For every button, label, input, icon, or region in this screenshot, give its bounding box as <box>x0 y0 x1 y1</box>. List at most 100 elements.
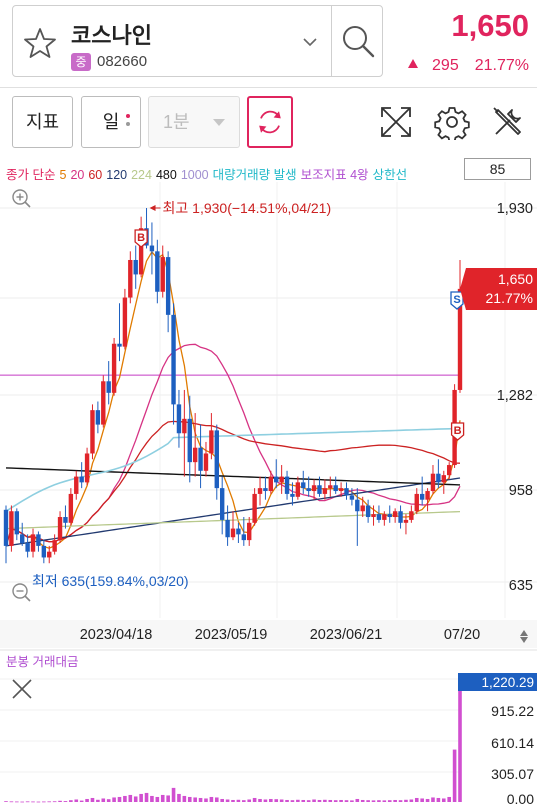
volume-bar[interactable] <box>15 801 19 803</box>
volume-bar[interactable] <box>398 800 403 802</box>
candle-body[interactable] <box>441 475 446 483</box>
volume-bar[interactable] <box>198 797 203 802</box>
indicator-button[interactable]: 지표 <box>12 96 73 148</box>
volume-bar[interactable] <box>128 794 133 802</box>
volume-bar[interactable] <box>285 799 289 802</box>
volume-bar[interactable] <box>290 800 295 802</box>
volume-bar[interactable] <box>101 798 106 802</box>
candle-body[interactable] <box>117 343 122 347</box>
candle-body[interactable] <box>306 488 311 492</box>
volume-bar[interactable] <box>225 799 230 802</box>
candle-body[interactable] <box>171 314 176 405</box>
volume-bar[interactable] <box>182 795 187 802</box>
volume-bar[interactable] <box>69 800 73 802</box>
tools-icon[interactable] <box>490 104 526 140</box>
volume-bar[interactable] <box>112 797 116 802</box>
volume-bar[interactable] <box>420 798 424 802</box>
volume-bar[interactable] <box>231 799 235 802</box>
volume-bar[interactable] <box>25 801 30 803</box>
volume-bar[interactable] <box>436 797 441 802</box>
volume-bar[interactable] <box>85 798 89 802</box>
scroll-up-icon[interactable] <box>520 630 528 636</box>
candle-body[interactable] <box>328 485 333 489</box>
candle-body[interactable] <box>3 509 9 546</box>
volume-bar[interactable] <box>452 749 457 802</box>
volume-bar[interactable] <box>177 793 181 802</box>
scroll-down-icon[interactable] <box>520 637 528 643</box>
candle-body[interactable] <box>203 453 209 471</box>
candle-body[interactable] <box>241 534 247 541</box>
candle-body[interactable] <box>409 511 414 520</box>
volume-bar[interactable] <box>425 798 430 802</box>
candle-body[interactable] <box>106 381 111 393</box>
candle-body[interactable] <box>365 505 371 518</box>
volume-bar[interactable] <box>301 799 306 802</box>
candle-body[interactable] <box>79 476 84 483</box>
candle-body[interactable] <box>20 534 25 544</box>
candle-body[interactable] <box>14 511 20 535</box>
volume-bar[interactable] <box>382 800 387 802</box>
candle-body[interactable] <box>187 418 192 463</box>
candle-body[interactable] <box>290 493 295 497</box>
volume-bar[interactable] <box>279 799 284 802</box>
buy-marker-shape[interactable] <box>134 229 148 248</box>
volume-bar[interactable] <box>393 799 397 802</box>
candle-body[interactable] <box>457 288 463 390</box>
volume-bar[interactable] <box>236 799 241 802</box>
candle-body[interactable] <box>398 511 403 523</box>
volume-bar[interactable] <box>204 798 208 802</box>
candle-body[interactable] <box>355 499 360 512</box>
zoom-out-icon[interactable] <box>12 583 28 599</box>
volume-bar[interactable] <box>274 799 279 802</box>
stock-selector[interactable]: 코스나인 중 082660 <box>12 5 383 77</box>
volume-bar[interactable] <box>209 796 214 802</box>
candle-body[interactable] <box>279 476 284 483</box>
gear-icon[interactable] <box>434 104 470 140</box>
candle-body[interactable] <box>344 488 349 496</box>
period-button[interactable]: 일 <box>81 96 141 148</box>
candle-body[interactable] <box>36 534 41 546</box>
candle-body[interactable] <box>101 381 106 425</box>
candle-body[interactable] <box>47 551 52 558</box>
candle-body[interactable] <box>419 493 425 500</box>
candle-body[interactable] <box>25 543 30 552</box>
candle-body[interactable] <box>403 519 409 523</box>
volume-bar[interactable] <box>312 799 316 802</box>
candle-body[interactable] <box>155 251 160 292</box>
volume-bar[interactable] <box>258 798 262 802</box>
volume-bar[interactable] <box>187 796 192 802</box>
volume-bar[interactable] <box>117 796 122 802</box>
volume-bar[interactable] <box>296 799 300 802</box>
volume-bar[interactable] <box>166 795 170 802</box>
refresh-button[interactable] <box>247 96 293 148</box>
volume-bar[interactable] <box>306 800 311 802</box>
candle-body[interactable] <box>252 493 257 523</box>
candle-body[interactable] <box>257 488 263 494</box>
volume-bar[interactable] <box>339 799 343 802</box>
volume-bar[interactable] <box>377 800 381 802</box>
candle-body[interactable] <box>284 476 290 494</box>
candle-body[interactable] <box>63 517 68 523</box>
volume-bar[interactable] <box>333 800 338 802</box>
volume-bar[interactable] <box>36 801 41 803</box>
volume-bar[interactable] <box>242 800 246 802</box>
volume-bar[interactable] <box>409 799 414 802</box>
volume-bar[interactable] <box>90 797 95 802</box>
candle-body[interactable] <box>165 257 171 315</box>
candle-body[interactable] <box>122 297 128 347</box>
minute-select[interactable]: 1분 <box>148 96 240 148</box>
volume-bar[interactable] <box>447 796 451 802</box>
volume-bar[interactable] <box>252 797 257 802</box>
volume-bar[interactable] <box>79 800 84 802</box>
volume-bar[interactable] <box>328 799 333 802</box>
candle-body[interactable] <box>414 493 419 512</box>
volume-bar[interactable] <box>387 800 392 802</box>
star-outline-icon[interactable] <box>23 26 57 60</box>
volume-bar[interactable] <box>20 801 25 803</box>
candle-body[interactable] <box>95 410 101 425</box>
candle-body[interactable] <box>176 404 182 434</box>
candle-body[interactable] <box>382 514 387 520</box>
volume-bar[interactable] <box>58 800 62 802</box>
candle-body[interactable] <box>371 514 376 518</box>
